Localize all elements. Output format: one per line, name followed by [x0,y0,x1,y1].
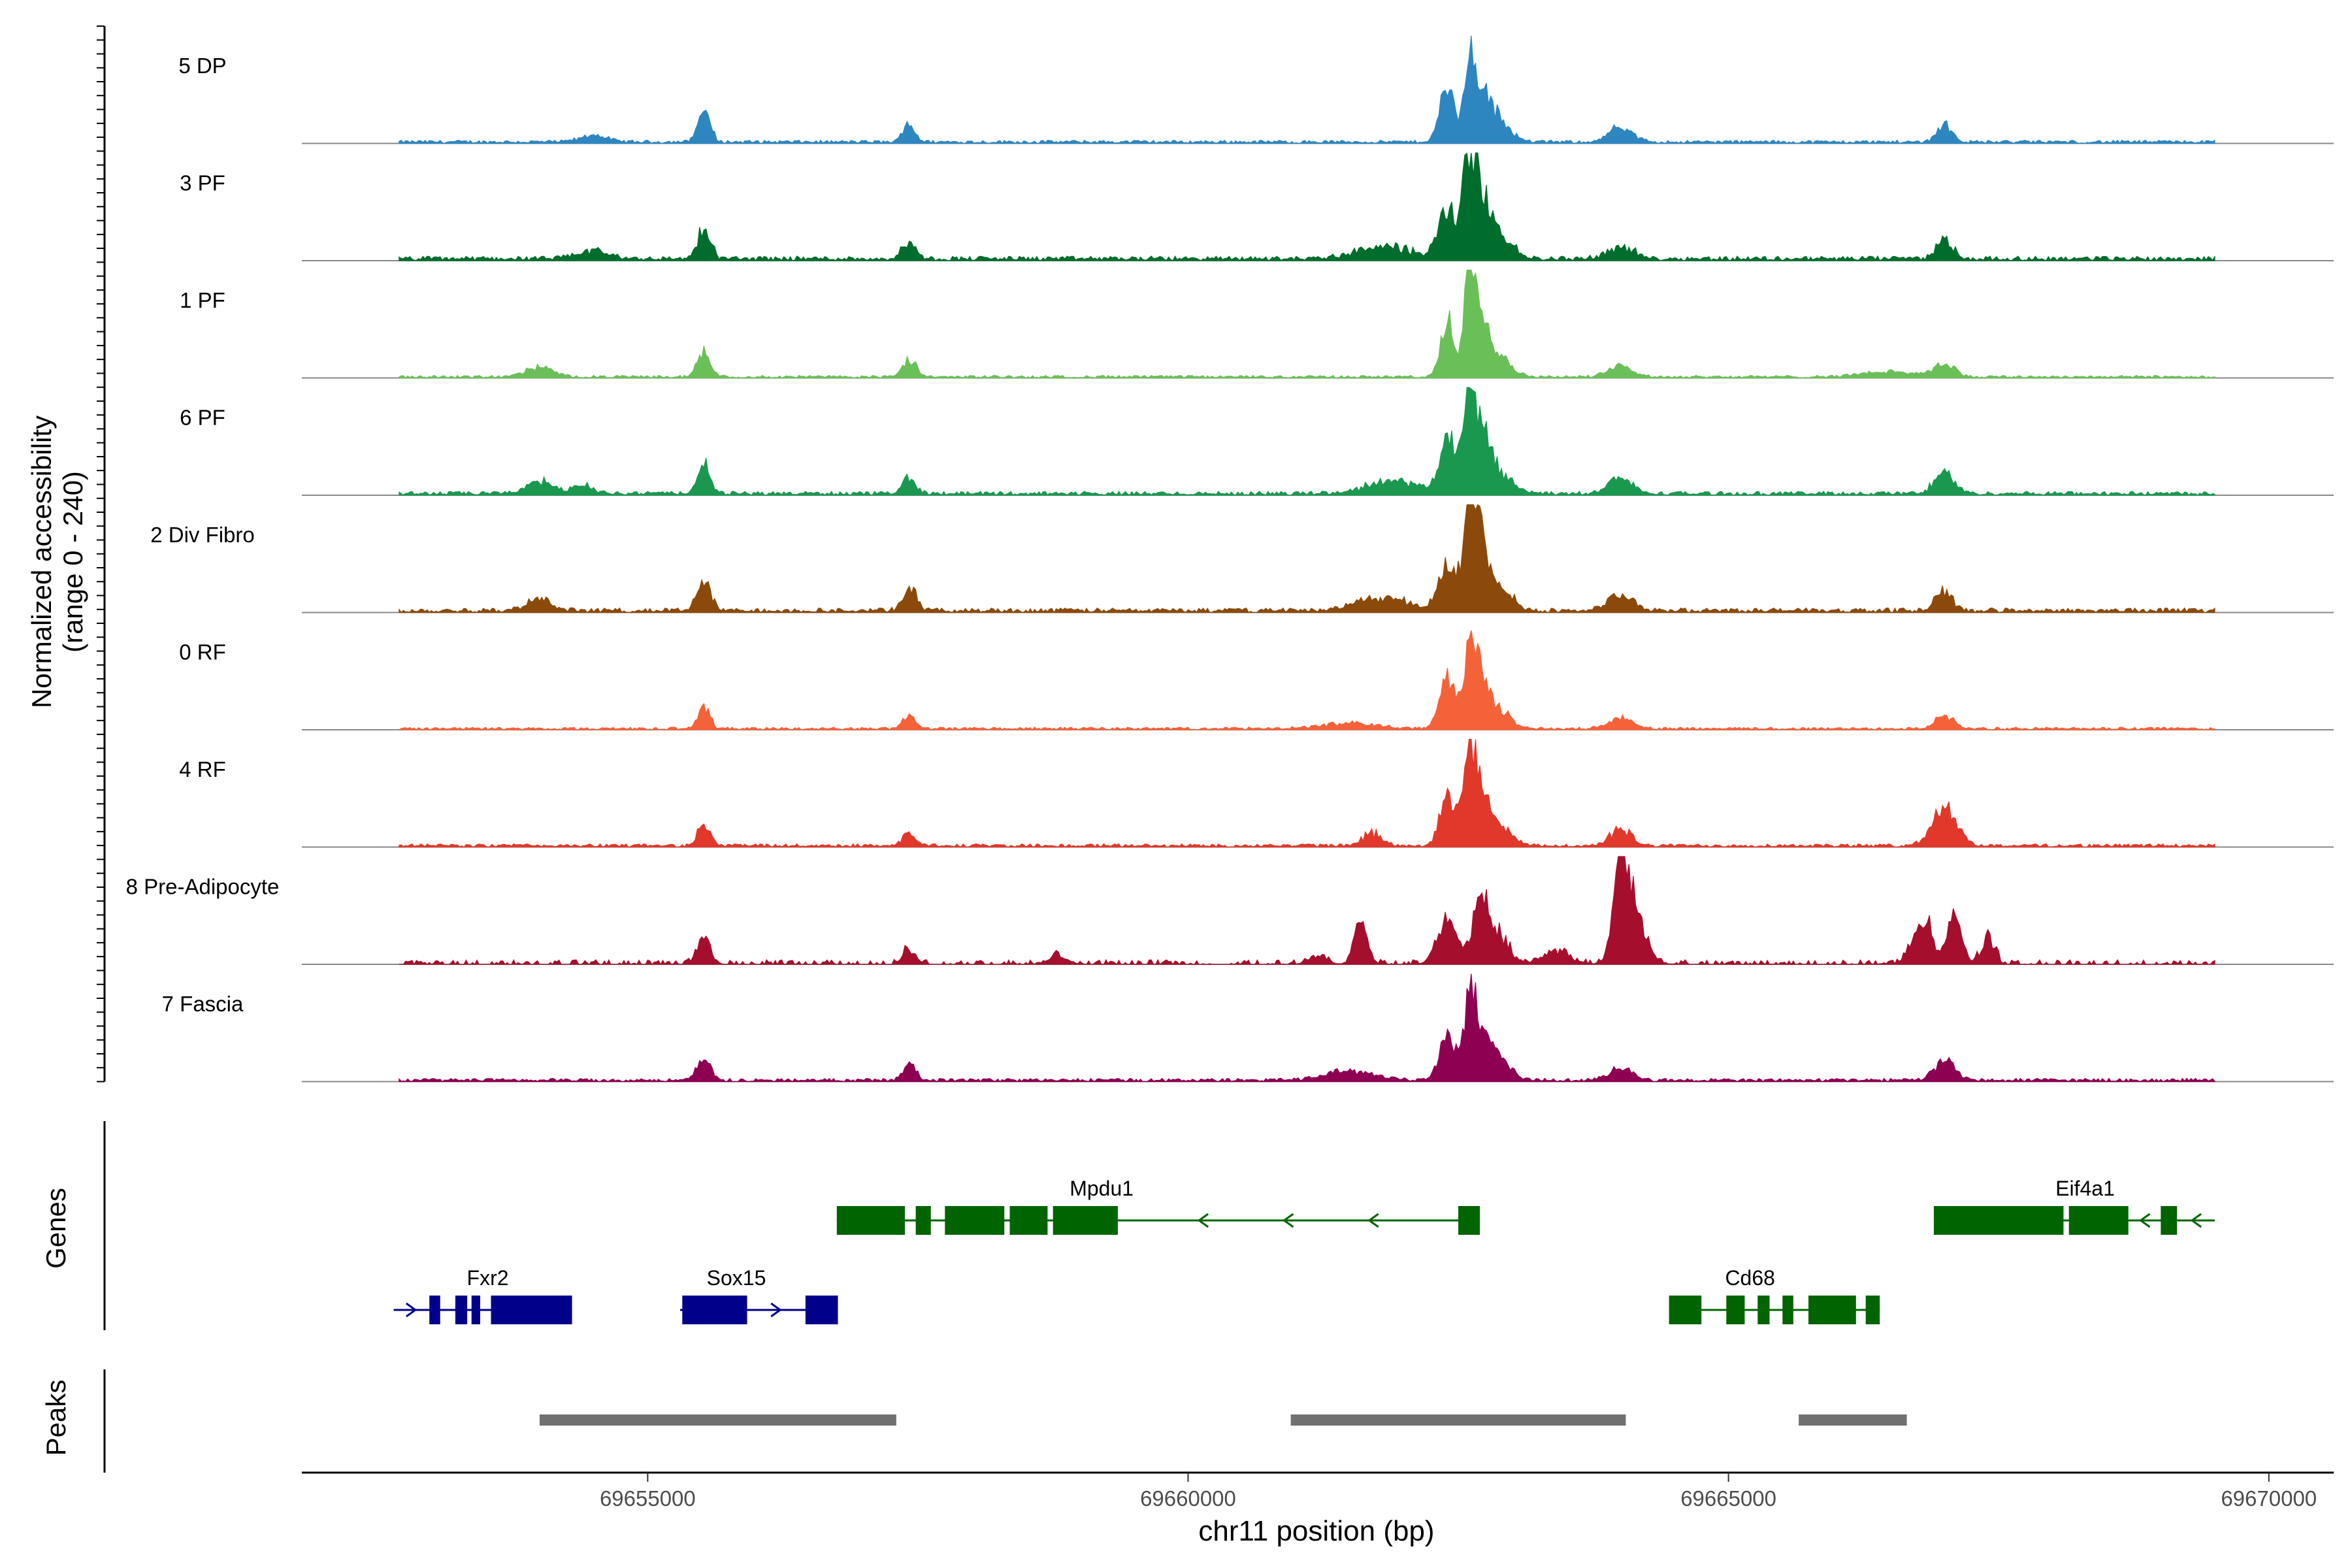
peaks-track-label: Peaks [41,1380,71,1456]
x-tick-label: 69660000 [1140,1486,1236,1511]
track-4-rf: 4 RF [179,738,2334,848]
track-5-dp: 5 DP [178,35,2334,144]
gene-exon [1726,1296,1745,1324]
gene-exon [2161,1206,2178,1235]
gene-exon [1669,1296,1702,1324]
gene-exon [945,1206,1005,1235]
strand-arrow [406,1302,417,1318]
strand-arrow [770,1302,782,1318]
coverage-area [399,856,2215,966]
peak-region [539,1414,896,1426]
gene-exon [471,1296,480,1324]
gene-track: Mpdu1 Eif4a1 Fxr2 Sox15 Cd68 [103,1121,2215,1330]
peak-region [1290,1414,1626,1426]
track-0-rf: 0 RF [179,630,2334,730]
coverage-area [399,152,2215,262]
coverage-tracks: 5 DP 3 PF 1 PF 6 PF 2 Div Fibro 0 RF 4 RF 8 Pre… [97,25,2334,1083]
x-tick-label: 69670000 [2221,1486,2317,1511]
strand-arrow [1367,1213,1379,1228]
gene-exon [1782,1296,1793,1324]
coverage-area [399,630,2215,730]
x-axis: 69655000 69660000 69665000 69670000 [302,1471,2334,1511]
track-label: 5 DP [178,54,226,78]
gene-label: Sox15 [707,1266,766,1290]
gene-exon [1808,1296,1856,1324]
track-label: 3 PF [180,171,225,195]
gene-exon [455,1296,468,1324]
coverage-area [399,35,2215,144]
y-axis-label-line2: (range 0 - 240) [57,471,88,653]
strand-arrow [2190,1213,2202,1228]
gene-exon [1757,1296,1770,1324]
gene-exon [429,1296,440,1324]
track-label: 1 PF [180,288,225,312]
gene-eif4a1: Eif4a1 [1933,1177,2215,1235]
strand-arrow [2138,1213,2151,1228]
track-label: 6 PF [180,406,225,430]
track-label: 4 RF [179,757,226,781]
peak-track [103,1369,1907,1473]
gene-cd68: Cd68 [1669,1266,1880,1324]
track-label: 7 Fascia [162,992,244,1016]
track-8-pre-adipocyte: 8 Pre-Adipocyte [126,856,2334,966]
gene-exon [915,1206,931,1235]
coverage-area [399,973,2215,1083]
x-tick-label: 69665000 [1680,1486,1776,1511]
gene-exon [1865,1296,1880,1324]
y-axis-label-line1: Normalized accessibility [26,416,57,708]
strand-arrow [1197,1213,1209,1228]
track-1-pf: 1 PF [180,269,2334,379]
track-3-pf: 3 PF [180,152,2334,262]
coverage-area [399,504,2215,613]
gene-sox15: Sox15 [679,1266,838,1324]
coverage-area [399,738,2215,848]
gene-label: Fxr2 [467,1266,509,1290]
coverage-area [399,387,2215,496]
x-tick-label: 69655000 [600,1486,696,1511]
gene-exon [1053,1206,1118,1235]
track-label: 2 Div Fibro [150,523,255,547]
gene-exon [1458,1206,1480,1235]
track-6-pf: 6 PF [180,387,2334,496]
gene-exon [682,1296,747,1324]
track-7-fascia: 7 Fascia [162,973,2334,1083]
gene-exon [2068,1206,2129,1235]
coverage-area [399,269,2215,379]
track-2-div-fibro: 2 Div Fibro [150,504,2334,613]
gene-label: Cd68 [1725,1266,1775,1290]
strand-arrow [1282,1213,1294,1228]
x-axis-title: chr11 position (bp) [1198,1515,1434,1547]
gene-mpdu1: Mpdu1 [836,1177,1480,1235]
peak-region [1799,1414,1907,1426]
gene-exon [836,1206,906,1235]
track-label: 0 RF [179,640,226,664]
genes-track-label: Genes [41,1188,71,1269]
gene-label: Eif4a1 [2055,1177,2115,1200]
track-label: 8 Pre-Adipocyte [126,875,280,899]
gene-fxr2: Fxr2 [393,1266,572,1324]
gene-label: Mpdu1 [1070,1177,1134,1200]
gene-exon [1933,1206,2064,1235]
gene-exon [1009,1206,1048,1235]
gene-exon [491,1296,572,1324]
gene-exon [805,1296,838,1324]
